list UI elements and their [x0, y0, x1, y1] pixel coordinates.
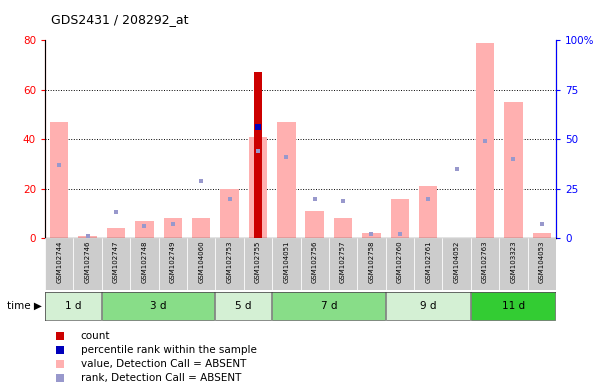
Bar: [102, 293, 214, 320]
Text: GSM102746: GSM102746: [85, 241, 91, 283]
Text: GDS2431 / 208292_at: GDS2431 / 208292_at: [51, 13, 189, 26]
Bar: [215, 238, 244, 290]
Bar: [244, 238, 272, 290]
Bar: [102, 238, 130, 290]
Bar: [187, 238, 215, 290]
Bar: [334, 218, 352, 238]
Bar: [45, 293, 101, 320]
Bar: [471, 293, 555, 320]
Bar: [107, 228, 125, 238]
Bar: [221, 189, 239, 238]
Bar: [272, 238, 300, 290]
Text: count: count: [81, 331, 111, 341]
Bar: [414, 238, 442, 290]
Bar: [386, 238, 414, 290]
Text: GSM102748: GSM102748: [141, 241, 147, 283]
Bar: [362, 233, 380, 238]
Bar: [300, 238, 329, 290]
Text: GSM102760: GSM102760: [397, 241, 403, 283]
Bar: [45, 238, 73, 290]
Bar: [254, 73, 262, 238]
Bar: [135, 221, 154, 238]
Bar: [504, 102, 523, 238]
Text: GSM102749: GSM102749: [170, 241, 175, 283]
Text: GSM102744: GSM102744: [56, 241, 63, 283]
Text: 11 d: 11 d: [502, 301, 525, 311]
Text: 1 d: 1 d: [65, 301, 82, 311]
Bar: [215, 293, 271, 320]
Text: GSM104053: GSM104053: [538, 241, 545, 283]
Bar: [78, 236, 97, 238]
Text: time ▶: time ▶: [7, 301, 42, 311]
Bar: [73, 238, 102, 290]
Text: GSM104060: GSM104060: [198, 241, 204, 283]
Text: GSM102755: GSM102755: [255, 241, 261, 283]
Bar: [528, 238, 556, 290]
Bar: [386, 293, 469, 320]
Bar: [499, 238, 528, 290]
Bar: [159, 238, 187, 290]
Bar: [442, 238, 471, 290]
Text: value, Detection Call = ABSENT: value, Detection Call = ABSENT: [81, 359, 246, 369]
Bar: [419, 186, 438, 238]
Text: GSM102747: GSM102747: [113, 241, 119, 283]
Text: 5 d: 5 d: [236, 301, 252, 311]
Text: GSM104052: GSM104052: [454, 241, 460, 283]
Bar: [305, 211, 324, 238]
Bar: [50, 122, 69, 238]
Bar: [476, 43, 494, 238]
Bar: [163, 218, 182, 238]
Bar: [277, 122, 296, 238]
Text: GSM102756: GSM102756: [312, 241, 318, 283]
Bar: [532, 233, 551, 238]
Bar: [329, 238, 357, 290]
Text: GSM102761: GSM102761: [426, 241, 431, 283]
Bar: [249, 137, 267, 238]
Bar: [391, 199, 409, 238]
Bar: [357, 238, 386, 290]
Bar: [130, 238, 159, 290]
Text: GSM103323: GSM103323: [510, 241, 516, 283]
Text: 7 d: 7 d: [320, 301, 337, 311]
Text: GSM104051: GSM104051: [283, 241, 289, 283]
Text: GSM102753: GSM102753: [227, 241, 233, 283]
Text: percentile rank within the sample: percentile rank within the sample: [81, 345, 257, 355]
Text: rank, Detection Call = ABSENT: rank, Detection Call = ABSENT: [81, 373, 241, 383]
Text: 9 d: 9 d: [420, 301, 436, 311]
Text: GSM102763: GSM102763: [482, 241, 488, 283]
Text: 3 d: 3 d: [150, 301, 167, 311]
Text: GSM102757: GSM102757: [340, 241, 346, 283]
Text: GSM102758: GSM102758: [368, 241, 374, 283]
Bar: [272, 293, 385, 320]
Bar: [471, 238, 499, 290]
Bar: [192, 218, 210, 238]
